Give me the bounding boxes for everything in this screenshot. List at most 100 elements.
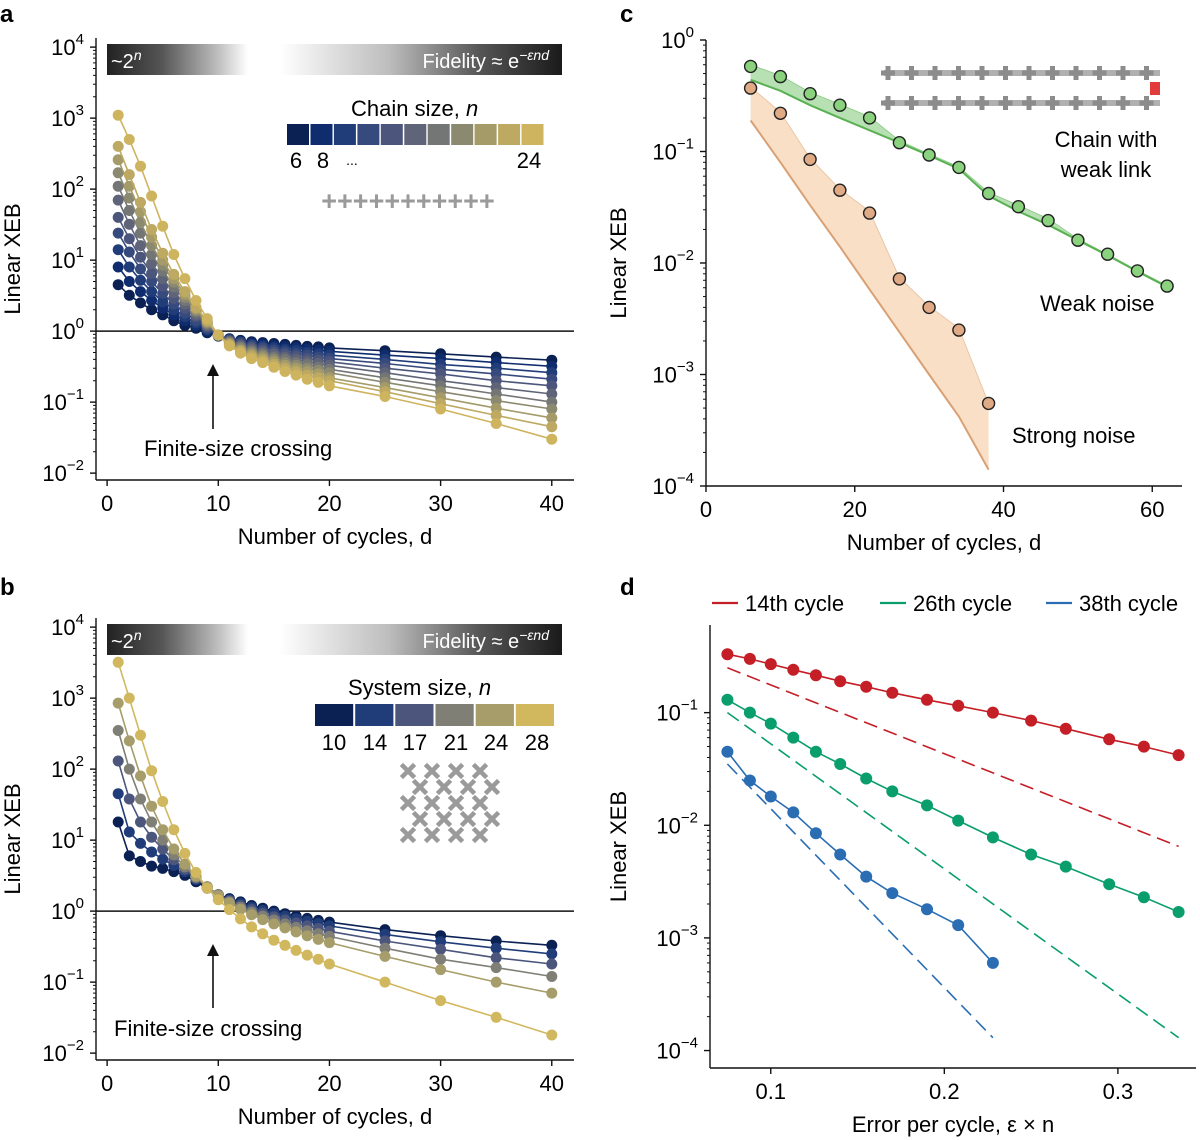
panel-b-data-point: [146, 860, 158, 872]
weak-noise-data-point: [981, 186, 996, 201]
panel-b-x-axis-label: Number of cycles, d: [238, 1104, 432, 1129]
panel-a: a ~2n Fidelity ≈ e−εnd 0 10 20 30 40 10−2 10−1…: [0, 1, 574, 549]
panel-b-data-point: [235, 903, 246, 915]
panel-a-data-point: [435, 403, 447, 415]
weak-noise-data-point: [1100, 247, 1115, 261]
panel-d-data-point: [1103, 878, 1116, 891]
panel-a-data-point: [223, 340, 235, 352]
strong-noise-data-point: [773, 106, 788, 121]
panel-c-y-axis-label: Linear XEB: [606, 207, 631, 318]
panel-a-data-point: [546, 403, 558, 415]
panel-b-data-point: [146, 800, 158, 812]
panel-a-y-axis-label: Linear XEB: [0, 203, 25, 314]
panel-d-data-point: [787, 663, 800, 676]
legend-b-label-10: 10: [322, 730, 346, 755]
panel-letter-a: a: [0, 1, 14, 28]
weak-noise-data-point: [952, 160, 966, 175]
panel-b-data-point: [546, 948, 558, 960]
panel-a-data-point: [146, 286, 158, 298]
panel-d-data-point: [986, 831, 999, 844]
weak-noise-data-point: [1071, 233, 1085, 247]
lattice-qubit-icon: [411, 778, 429, 796]
panel-a-data-point: [546, 421, 558, 433]
panel-d-x-tick-label: 0.3: [1103, 1079, 1134, 1104]
panel-d-x-tick-label: 0.1: [755, 1079, 786, 1104]
panel-letter-c: c: [620, 1, 633, 28]
panel-a-data-point: [546, 412, 558, 424]
panel-b-data-point: [435, 943, 447, 955]
panel-b-data-point: [546, 958, 558, 970]
legend-a-title: Chain size, n: [351, 96, 478, 121]
panel-d-data-point: [886, 686, 899, 699]
panel-d-data-point: [1059, 860, 1072, 873]
panel-b-data-point: [123, 763, 135, 775]
panel-a-y-tick-label: 101: [51, 244, 84, 273]
panel-a-data-point: [123, 192, 135, 204]
strong-noise-fit-line: [749, 119, 990, 471]
panel-b-data-point: [201, 882, 213, 894]
panel-a-data-point: [112, 194, 124, 206]
panel-b-y-tick-label: 103: [51, 682, 84, 711]
panel-b: b ~2n Fidelity ≈ e−εnd 0 10 20 30 40 10−2 10−1…: [0, 574, 574, 1129]
panel-b-data-point: [112, 725, 124, 736]
panel-b-data-point: [323, 958, 335, 970]
lattice-qubit-icon: [447, 826, 465, 844]
panel-b-data-point: [546, 1029, 558, 1041]
lattice-qubit-icon: [423, 826, 441, 844]
panel-d-data-point: [721, 693, 734, 706]
panel-b-y-tick-label: 10−2: [42, 1037, 84, 1066]
panel-c: c 0 20 40 60 10−4 10−3 10−2 10−1 100 Number of cy…: [606, 1, 1182, 555]
panel-b-x-tick-label: 30: [428, 1071, 452, 1096]
panel-b-data-point: [435, 953, 447, 965]
panel-c-y-tick-label: 10−4: [652, 470, 694, 499]
chain-qubit-icon: [1022, 66, 1036, 80]
panel-d-data-point: [860, 870, 873, 883]
panel-a-data-point: [179, 286, 191, 298]
panel-d-data-point: [764, 658, 777, 671]
strong-noise-band: [750, 86, 989, 470]
panel-b-data-point: [546, 971, 558, 982]
legend-a-swatch: [380, 124, 403, 145]
crossing-label-b: Finite-size crossing: [114, 1016, 302, 1041]
panel-a-data-point: [123, 218, 135, 230]
legend-a-label-ellipsis: ...: [346, 152, 358, 168]
panel-b-data-point: [490, 942, 502, 954]
legend-d-label: 14th cycle: [745, 591, 844, 616]
panel-b-data-point: [379, 950, 391, 962]
chain-qubit-icon: [1092, 96, 1107, 110]
lattice-qubit-icon: [471, 762, 489, 780]
panel-a-data-point: [490, 409, 502, 421]
panel-b-data-point: [146, 816, 158, 828]
panel-d-data-point: [1172, 906, 1185, 918]
legend-d-label: 38th cycle: [1079, 591, 1178, 616]
panel-a-data-point: [123, 134, 135, 145]
panel-d-data-point: [886, 887, 899, 900]
panel-a-data-point: [123, 205, 135, 216]
panel-d-data-point: [787, 806, 800, 819]
panel-b-data-point: [246, 921, 258, 933]
panel-a-data-point: [112, 261, 124, 273]
chain-qubit-icon: [904, 96, 919, 110]
strong-noise-data-point: [803, 152, 817, 167]
panel-a-data-point: [546, 388, 558, 400]
panel-d-data-point: [886, 785, 899, 798]
lattice-qubit-icon: [435, 810, 453, 828]
panel-c-x-tick-label: 0: [700, 497, 712, 522]
panel-a-data-point: [490, 418, 502, 429]
lattice-qubit-icon: [399, 826, 417, 844]
panel-a-data-point: [268, 361, 280, 373]
plot-b: 0 10 20 30 40 10−2 10−1 100 101 102 103 104 Number o…: [0, 611, 574, 1129]
panel-b-data-point: [135, 837, 146, 849]
panel-a-data-point: [112, 211, 124, 223]
panel-a-x-tick-label: 30: [428, 491, 452, 516]
panel-a-data-point: [123, 261, 135, 273]
panel-d-y-tick-label: 10−2: [656, 809, 698, 838]
panel-d-data-point: [743, 652, 756, 665]
legend-a-swatch: [474, 124, 497, 145]
strong-noise-data-point: [981, 396, 996, 411]
legend-b-swatch: [315, 704, 354, 726]
panel-d-data-point: [764, 790, 777, 803]
panel-a-y-tick-label: 10−1: [42, 386, 84, 415]
crossing-label-a: Finite-size crossing: [144, 436, 332, 461]
